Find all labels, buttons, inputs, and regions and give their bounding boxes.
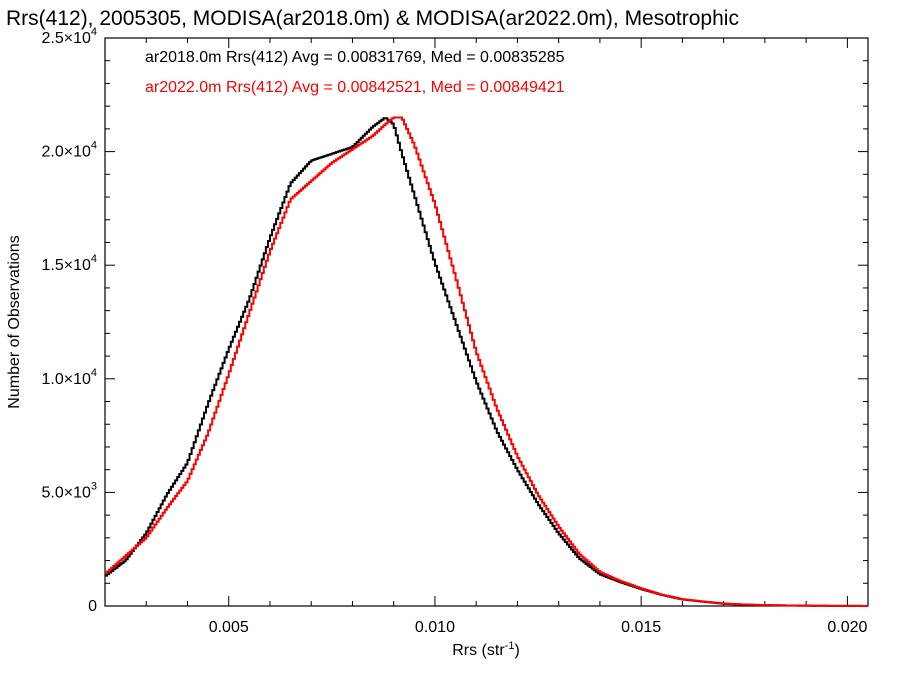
y-tick-label: 2.5×104 bbox=[41, 26, 97, 47]
x-tick-label: 0.015 bbox=[621, 619, 661, 636]
x-tick-label: 0.005 bbox=[209, 619, 249, 636]
x-axis-label-exponent: -1 bbox=[505, 640, 515, 652]
legend-entry-ar2018: ar2018.0m Rrs(412) Avg = 0.00831769, Med… bbox=[145, 49, 565, 66]
x-tick-labels: 0.005 0.010 0.015 0.020 bbox=[209, 619, 868, 636]
x-tick-label: 0.010 bbox=[415, 619, 455, 636]
y-tick-label: 5.0×103 bbox=[41, 480, 97, 501]
y-tick-label: 1.0×104 bbox=[41, 367, 97, 388]
series-line-1 bbox=[105, 116, 868, 607]
legend-entry-ar2022: ar2022.0m Rrs(412) Avg = 0.00842521, Med… bbox=[145, 79, 565, 96]
x-tick-label: 0.020 bbox=[827, 619, 867, 636]
series-group bbox=[105, 116, 868, 607]
chart-title: Rrs(412), 2005305, MODISA(ar2018.0m) & M… bbox=[6, 7, 739, 30]
y-axis-label: Number of Observations bbox=[6, 235, 23, 408]
series-line-0 bbox=[105, 117, 868, 607]
y-tick-label: 0 bbox=[88, 598, 97, 615]
plot-frame bbox=[104, 37, 869, 607]
x-axis-label: Rrs (str-1) bbox=[452, 640, 520, 659]
y-tick-labels: 0 5.0×103 1.0×104 1.5×104 2.0×104 2.5×104 bbox=[41, 26, 97, 615]
y-tick-label: 2.0×104 bbox=[41, 140, 97, 161]
y-tick-label: 1.5×104 bbox=[41, 253, 97, 274]
axis-ticks bbox=[105, 37, 868, 607]
